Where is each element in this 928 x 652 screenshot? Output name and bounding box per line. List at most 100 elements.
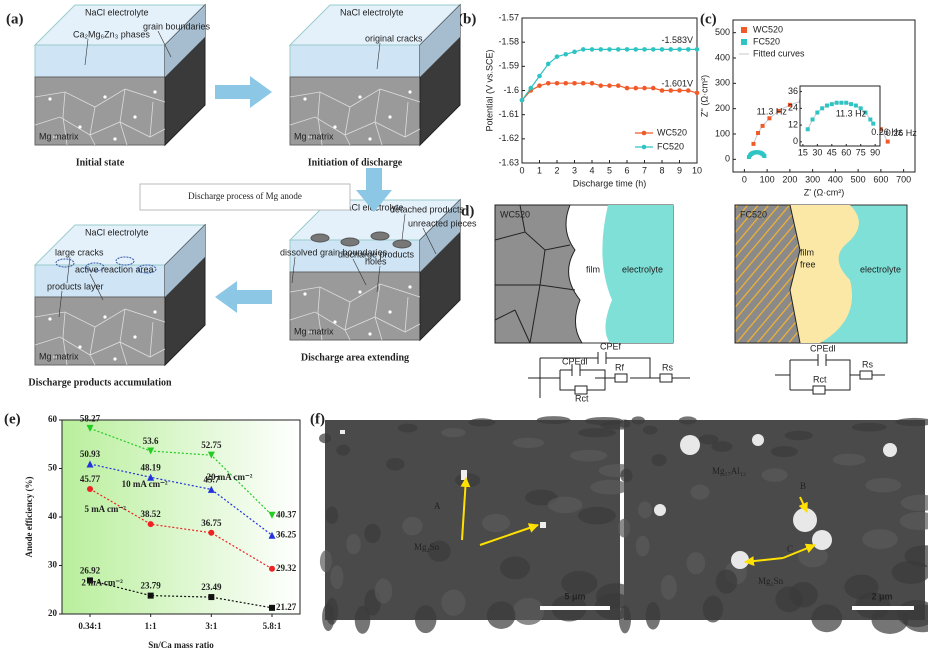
point [537, 83, 542, 88]
phase-particle [103, 315, 107, 319]
inset-point [805, 127, 810, 132]
texture [618, 518, 631, 538]
point [607, 47, 612, 52]
resistor [574, 385, 588, 395]
inset-point [871, 121, 876, 126]
legend-marker [641, 144, 647, 150]
texture [570, 449, 608, 462]
scale-bar-label: 5 μm [564, 591, 585, 601]
grain-boundary [344, 106, 351, 146]
x-tick-label: 100 [760, 174, 775, 184]
series-label: 2 mA cm⁻² [81, 578, 123, 588]
matrix-label: Mg matrix [294, 326, 334, 336]
series-line [89, 579, 273, 609]
value-label: 21.27 [276, 602, 297, 612]
grain-boundary [317, 286, 323, 341]
point [554, 80, 560, 86]
texture [414, 605, 437, 634]
phase-particle [408, 90, 412, 94]
point [787, 102, 792, 107]
circuit-label: CPEdl [562, 356, 588, 366]
point [598, 83, 604, 88]
point [269, 565, 275, 572]
leader-line [291, 256, 296, 284]
phase-label: Mg₁₇Al₁₂ [712, 466, 746, 476]
texture [832, 453, 866, 466]
texture [631, 416, 645, 425]
y-tick-label: 50 [48, 463, 58, 473]
texture [512, 597, 545, 626]
inset-point [834, 100, 839, 105]
grain-boundary [119, 308, 128, 366]
circuit-label: Rct [575, 393, 589, 403]
texture [346, 533, 361, 555]
texture [862, 529, 898, 550]
annotation: 11.3 Hz [836, 109, 867, 119]
panel-label: (c) [700, 11, 717, 27]
schematic-label: large cracks [55, 247, 104, 257]
texture [865, 477, 902, 493]
arrow-down [356, 168, 392, 212]
point [580, 47, 586, 52]
schematic-label: unreacted pieces [408, 218, 477, 228]
texture [702, 595, 724, 623]
inset-point [858, 106, 863, 111]
point [615, 83, 621, 88]
legend-label: FC520 [753, 36, 780, 46]
x-tick-label: 75 [856, 147, 866, 157]
point [554, 54, 560, 59]
point [87, 486, 93, 493]
x-axis-title: Z' (Ω·cm²) [804, 187, 844, 197]
texture [620, 468, 633, 483]
phase-particle [308, 330, 312, 334]
x-tick-label: 90 [870, 147, 880, 157]
texture [686, 551, 706, 575]
point [762, 154, 767, 159]
point [208, 594, 215, 601]
wire [825, 375, 851, 391]
panel-label: (b) [458, 11, 476, 27]
matrix-label: Mg matrix [294, 131, 334, 141]
sample-label: FC520 [740, 209, 767, 219]
inset-point [810, 117, 815, 122]
point [563, 80, 569, 86]
inset-frame [799, 85, 881, 147]
x-tick-label: 5 [607, 165, 612, 175]
point [147, 473, 155, 481]
x-tick-label: 700 [896, 174, 911, 184]
y-axis-title: Potential (V vs.SCE) [484, 49, 494, 131]
phase-particle [303, 292, 307, 296]
x-tick-label: 7 [642, 165, 647, 175]
plot-frame [732, 19, 916, 173]
point [598, 47, 604, 52]
x-tick-label: 1 [537, 165, 542, 175]
texture [651, 454, 667, 467]
free-products [790, 205, 859, 343]
point [885, 139, 890, 144]
point [147, 592, 154, 599]
point [751, 141, 756, 146]
texture [577, 428, 616, 438]
circuit-label: Rct [813, 374, 827, 384]
y-tick-label: -1.58 [498, 37, 519, 47]
schematic-label: discharge products [338, 249, 415, 259]
texture [561, 570, 598, 596]
reaction-pit [310, 233, 330, 243]
x-tick-label: 9 [677, 165, 682, 175]
leader-line [352, 258, 367, 286]
schematic-label: products layer [47, 281, 104, 291]
point [650, 85, 656, 91]
bright-particle [752, 434, 764, 446]
texture [711, 441, 733, 452]
bright-particle [461, 470, 467, 480]
process-title: Discharge process of Mg anode [188, 191, 302, 201]
point [207, 485, 215, 493]
point [147, 447, 155, 455]
phase-particle [113, 357, 117, 361]
inset-point [824, 103, 829, 108]
plot-frame [61, 419, 301, 615]
state-caption: Initial state [76, 157, 125, 168]
panel-label: (f) [310, 411, 325, 427]
texture [660, 574, 677, 600]
texture [899, 511, 928, 531]
